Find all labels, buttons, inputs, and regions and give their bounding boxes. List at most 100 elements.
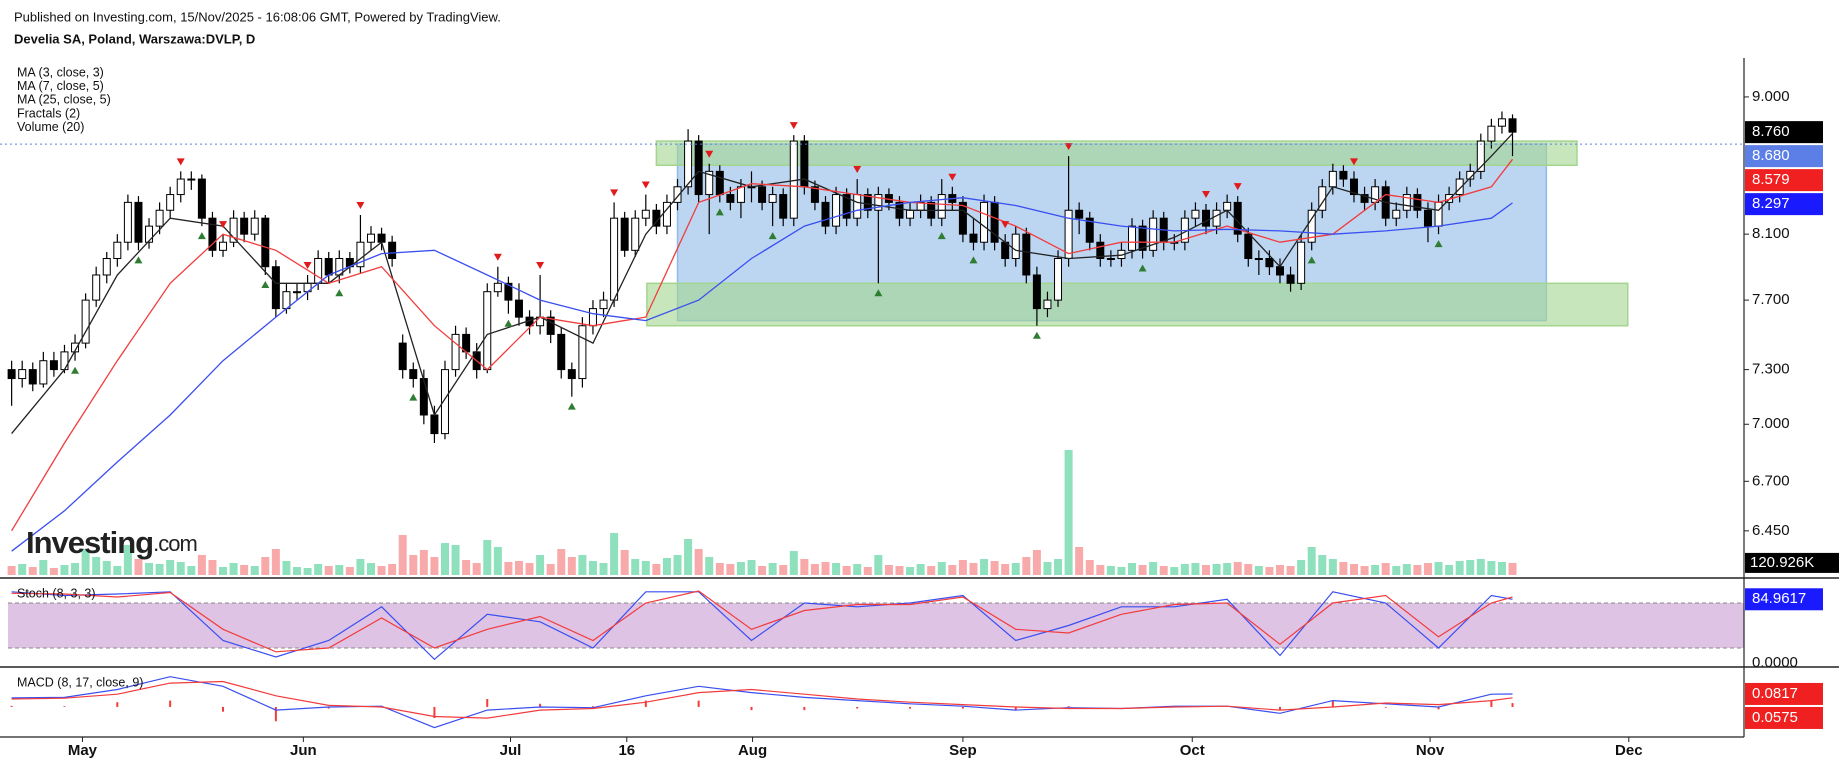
candle-body xyxy=(906,209,915,219)
fractal-low xyxy=(409,393,418,401)
volume-bar xyxy=(800,559,809,575)
y-tick-label: 7.000 xyxy=(1752,415,1790,432)
volume-bar xyxy=(948,565,957,575)
fractal-low xyxy=(1032,331,1041,339)
volume-bar xyxy=(1138,565,1147,575)
candle-body xyxy=(1466,170,1475,180)
candle-body xyxy=(219,241,228,251)
volume-bar xyxy=(1117,567,1126,575)
volume-bar xyxy=(1508,562,1517,575)
x-tick-label: Jun xyxy=(290,742,317,759)
volume-bar xyxy=(409,555,418,575)
candle-body xyxy=(39,360,48,385)
fractal-low xyxy=(1434,240,1443,248)
candle-body xyxy=(388,241,397,260)
candle-body xyxy=(60,351,69,371)
y-tick-label: 7.700 xyxy=(1752,291,1790,308)
volume-bar xyxy=(1349,564,1358,575)
volume-bar xyxy=(821,562,830,575)
volume-bar xyxy=(113,566,122,575)
candle-body xyxy=(504,282,513,301)
fractal-high xyxy=(1064,143,1073,151)
candle-body xyxy=(430,414,439,435)
candle-body xyxy=(1075,209,1084,219)
candle-body xyxy=(779,194,788,219)
volume-bar xyxy=(662,558,671,575)
candle-body xyxy=(1349,178,1358,196)
stoch-band xyxy=(8,603,1744,648)
plot-layer: 9.000 8.100 7.700 7.300 7.000 6.700 6.450 May Ju… xyxy=(0,65,1839,759)
macd-line xyxy=(11,676,1513,729)
volume-bar xyxy=(1318,555,1327,575)
volume-bar xyxy=(1075,547,1084,575)
candle-body xyxy=(546,316,555,335)
candle-body xyxy=(145,225,154,243)
candle-body xyxy=(7,369,16,380)
volume-bar xyxy=(1254,566,1263,575)
candle-body xyxy=(113,241,122,260)
volume-bar xyxy=(895,566,904,575)
volume-bar xyxy=(810,564,819,575)
candle-body xyxy=(567,369,576,380)
fractal-low xyxy=(1138,264,1147,272)
volume-bar xyxy=(324,566,333,575)
volume-bar xyxy=(1022,557,1031,575)
candle-body xyxy=(1054,258,1063,301)
price-label: 8.297 xyxy=(1752,195,1790,212)
volume-bar xyxy=(1244,564,1253,575)
candle-body xyxy=(789,140,798,219)
candle-body xyxy=(1434,201,1443,227)
volume-bar xyxy=(345,567,354,575)
legend-entry: MA (7, close, 5) xyxy=(17,79,104,93)
y-tick-label: 7.300 xyxy=(1752,361,1790,378)
volume-bar xyxy=(483,540,492,575)
x-tick-label: Dec xyxy=(1615,742,1643,759)
candle-body xyxy=(662,201,671,227)
volume-bar xyxy=(1096,565,1105,575)
candle-body xyxy=(240,217,249,235)
candle-body xyxy=(1487,125,1496,142)
volume-bar xyxy=(853,564,862,575)
volume-bar xyxy=(1286,566,1295,575)
candle-body xyxy=(366,233,375,243)
volume-bar xyxy=(514,561,523,575)
zone xyxy=(646,282,1629,327)
fractal-high xyxy=(610,189,619,197)
candle-body xyxy=(187,178,196,181)
volume-bar xyxy=(1328,559,1337,575)
volume-bar xyxy=(176,562,185,575)
volume-bar xyxy=(1233,562,1242,575)
candle-body xyxy=(1244,233,1253,260)
volume-bar xyxy=(356,559,365,575)
fractal-high xyxy=(789,122,798,130)
legend-entry: Fractals (2) xyxy=(17,106,80,120)
volume-label-box xyxy=(1745,552,1839,573)
macd-line xyxy=(11,680,1513,719)
volume-bar xyxy=(250,566,259,575)
fractal-high xyxy=(948,173,957,181)
candle-body xyxy=(1022,233,1031,276)
candle-body xyxy=(102,258,111,276)
candle-body xyxy=(1202,209,1211,227)
volume-bar xyxy=(1159,566,1168,575)
candle-body xyxy=(1392,209,1401,219)
fractal-high xyxy=(303,261,312,269)
volume-bar xyxy=(652,564,661,575)
candle-body xyxy=(715,170,724,196)
volume-bar xyxy=(1275,565,1284,575)
x-tick-label: Jul xyxy=(500,742,522,759)
candle-body xyxy=(134,201,143,243)
volume-bar xyxy=(102,561,111,575)
volume-bar xyxy=(747,560,756,575)
candle-body xyxy=(1212,209,1221,227)
volume-bar xyxy=(229,563,238,575)
volume-bar xyxy=(969,563,978,575)
fractal-low xyxy=(567,402,576,410)
volume-bar xyxy=(1476,559,1485,575)
volume-bar xyxy=(219,567,228,575)
candle-body xyxy=(1307,209,1316,243)
candle-body xyxy=(1476,140,1485,172)
candle-body xyxy=(49,360,58,371)
volume-bar xyxy=(1360,566,1369,575)
